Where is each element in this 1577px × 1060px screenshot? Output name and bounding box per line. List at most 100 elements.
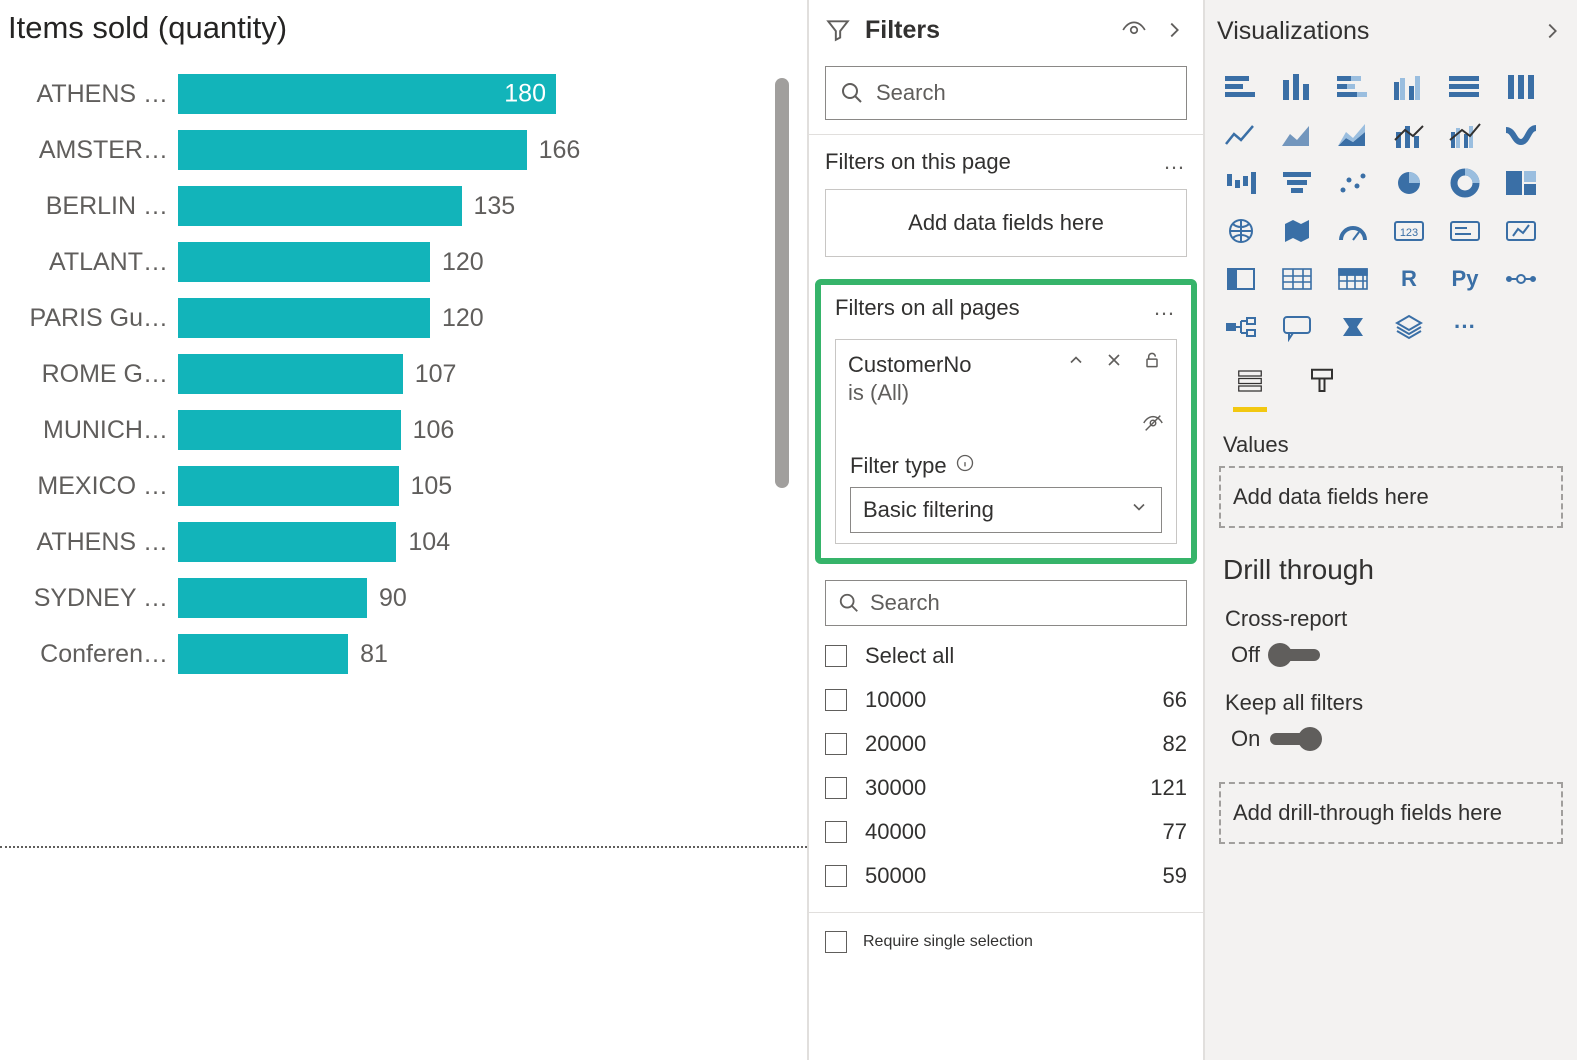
checkbox[interactable]: [825, 777, 847, 799]
visualizations-header: Visualizations: [1217, 0, 1565, 62]
require-single-row[interactable]: Require single selection: [809, 912, 1203, 953]
viz-card[interactable]: 123: [1385, 210, 1433, 252]
viz-paginated[interactable]: [1385, 306, 1433, 348]
filters-header: Filters: [809, 0, 1203, 60]
bar-value: 105: [411, 472, 453, 501]
filter-values-search[interactable]: [825, 580, 1187, 626]
chart-scrollbar-thumb[interactable]: [775, 78, 789, 488]
bar-row[interactable]: SYDNEY …90: [0, 570, 807, 626]
eye-icon[interactable]: [1121, 17, 1147, 43]
bar-row[interactable]: ROME G…107: [0, 346, 807, 402]
select-all-row[interactable]: Select all: [825, 634, 1187, 678]
bar-row[interactable]: BERLIN …135: [0, 178, 807, 234]
viz-kpi[interactable]: [1497, 210, 1545, 252]
viz-more[interactable]: ···: [1441, 306, 1489, 348]
viz-treemap[interactable]: [1497, 162, 1545, 204]
bar-row[interactable]: ATLANT…120: [0, 234, 807, 290]
more-icon[interactable]: …: [1153, 295, 1177, 321]
bar-row[interactable]: ATHENS …180: [0, 66, 807, 122]
bar-value: 120: [442, 304, 484, 333]
filter-field-summary: is (All): [848, 380, 1066, 406]
checkbox[interactable]: [825, 931, 847, 953]
viz-stacked-column[interactable]: [1329, 66, 1377, 108]
viz-area[interactable]: [1273, 114, 1321, 156]
viz-table[interactable]: [1273, 258, 1321, 300]
fields-tab[interactable]: [1233, 366, 1267, 412]
viz-line[interactable]: [1217, 114, 1265, 156]
filter-type-select[interactable]: Basic filtering: [850, 487, 1162, 533]
values-drop[interactable]: Add data fields here: [1219, 466, 1563, 528]
viz-waterfall[interactable]: [1217, 162, 1265, 204]
viz-scatter[interactable]: [1329, 162, 1377, 204]
viz-map[interactable]: [1217, 210, 1265, 252]
bar-row[interactable]: MEXICO …105: [0, 458, 807, 514]
filter-value-row[interactable]: 4000077: [825, 810, 1187, 854]
viz-ribbon[interactable]: [1497, 114, 1545, 156]
bar-category: Conferen…: [4, 640, 178, 669]
chart-scrollbar-track[interactable]: [775, 78, 789, 738]
info-icon[interactable]: [955, 453, 975, 479]
viz-donut[interactable]: [1441, 162, 1489, 204]
viz-stacked-bar[interactable]: [1217, 66, 1265, 108]
checkbox[interactable]: [825, 733, 847, 755]
keep-filters-state: On: [1231, 726, 1260, 752]
viz-key-influencers[interactable]: [1497, 258, 1545, 300]
close-icon[interactable]: [1104, 350, 1126, 372]
filter-value-row[interactable]: 30000121: [825, 766, 1187, 810]
viz-stacked-area[interactable]: [1329, 114, 1377, 156]
filters-on-this-page: Filters on this page … Add data fields h…: [809, 134, 1203, 275]
viz-funnel[interactable]: [1273, 162, 1321, 204]
viz-ai-narrative[interactable]: [1329, 306, 1377, 348]
chevron-right-icon[interactable]: [1539, 18, 1565, 44]
viz-gauge[interactable]: [1329, 210, 1377, 252]
chevron-up-icon[interactable]: [1066, 350, 1088, 372]
viz-clustered-column[interactable]: [1385, 66, 1433, 108]
filter-value-row[interactable]: 5000059: [825, 854, 1187, 898]
lock-icon[interactable]: [1142, 350, 1164, 372]
bar-value: 104: [408, 528, 450, 557]
viz-line-column[interactable]: [1385, 114, 1433, 156]
page-filter-drop[interactable]: Add data fields here: [825, 189, 1187, 257]
filters-search[interactable]: [825, 66, 1187, 120]
viz-decomposition[interactable]: [1217, 306, 1265, 348]
checkbox[interactable]: [825, 821, 847, 843]
viz-matrix[interactable]: [1329, 258, 1377, 300]
format-tab[interactable]: [1305, 366, 1339, 412]
bar-row[interactable]: Conferen…81: [0, 626, 807, 682]
viz-multi-card[interactable]: [1441, 210, 1489, 252]
viz-py-visual[interactable]: Py: [1441, 258, 1489, 300]
chevron-right-icon[interactable]: [1161, 17, 1187, 43]
keep-all-filters-toggle[interactable]: On: [1217, 716, 1565, 768]
toggle-track[interactable]: [1270, 733, 1320, 745]
viz-clustered-bar[interactable]: [1273, 66, 1321, 108]
hide-icon[interactable]: [1142, 412, 1164, 439]
bar-row[interactable]: MUNICH…106: [0, 402, 807, 458]
toggle-track[interactable]: [1270, 649, 1320, 661]
bar-value: 166: [539, 136, 581, 165]
drill-through-drop[interactable]: Add drill-through fields here: [1219, 782, 1563, 844]
checkbox[interactable]: [825, 689, 847, 711]
filter-value-row[interactable]: 1000066: [825, 678, 1187, 722]
checkbox[interactable]: [825, 645, 847, 667]
filters-search-input[interactable]: [876, 80, 1172, 106]
bar-row[interactable]: PARIS Gu…120: [0, 290, 807, 346]
filter-value-row[interactable]: 2000082: [825, 722, 1187, 766]
viz-slicer[interactable]: [1217, 258, 1265, 300]
viz-line-column-clustered[interactable]: [1441, 114, 1489, 156]
checkbox[interactable]: [825, 865, 847, 887]
viz-stacked-bar-100[interactable]: [1441, 66, 1489, 108]
more-icon[interactable]: …: [1163, 149, 1187, 175]
viz-pie[interactable]: [1385, 162, 1433, 204]
viz-qa[interactable]: [1273, 306, 1321, 348]
visualizations-grid: 123 RPy ···: [1217, 62, 1565, 358]
viz-filled-map[interactable]: [1273, 210, 1321, 252]
bar-row[interactable]: ATHENS …104: [0, 514, 807, 570]
bar-category: MUNICH…: [4, 416, 178, 445]
bar-row[interactable]: AMSTER…166: [0, 122, 807, 178]
chart-divider: [0, 846, 807, 848]
viz-clustered-column-100[interactable]: [1497, 66, 1545, 108]
viz-r-visual[interactable]: R: [1385, 258, 1433, 300]
filter-values-search-input[interactable]: [870, 590, 1174, 616]
filter-card-customerno[interactable]: CustomerNo is (All) Filter type Basic fi…: [835, 339, 1177, 544]
cross-report-toggle[interactable]: Off: [1217, 632, 1565, 684]
